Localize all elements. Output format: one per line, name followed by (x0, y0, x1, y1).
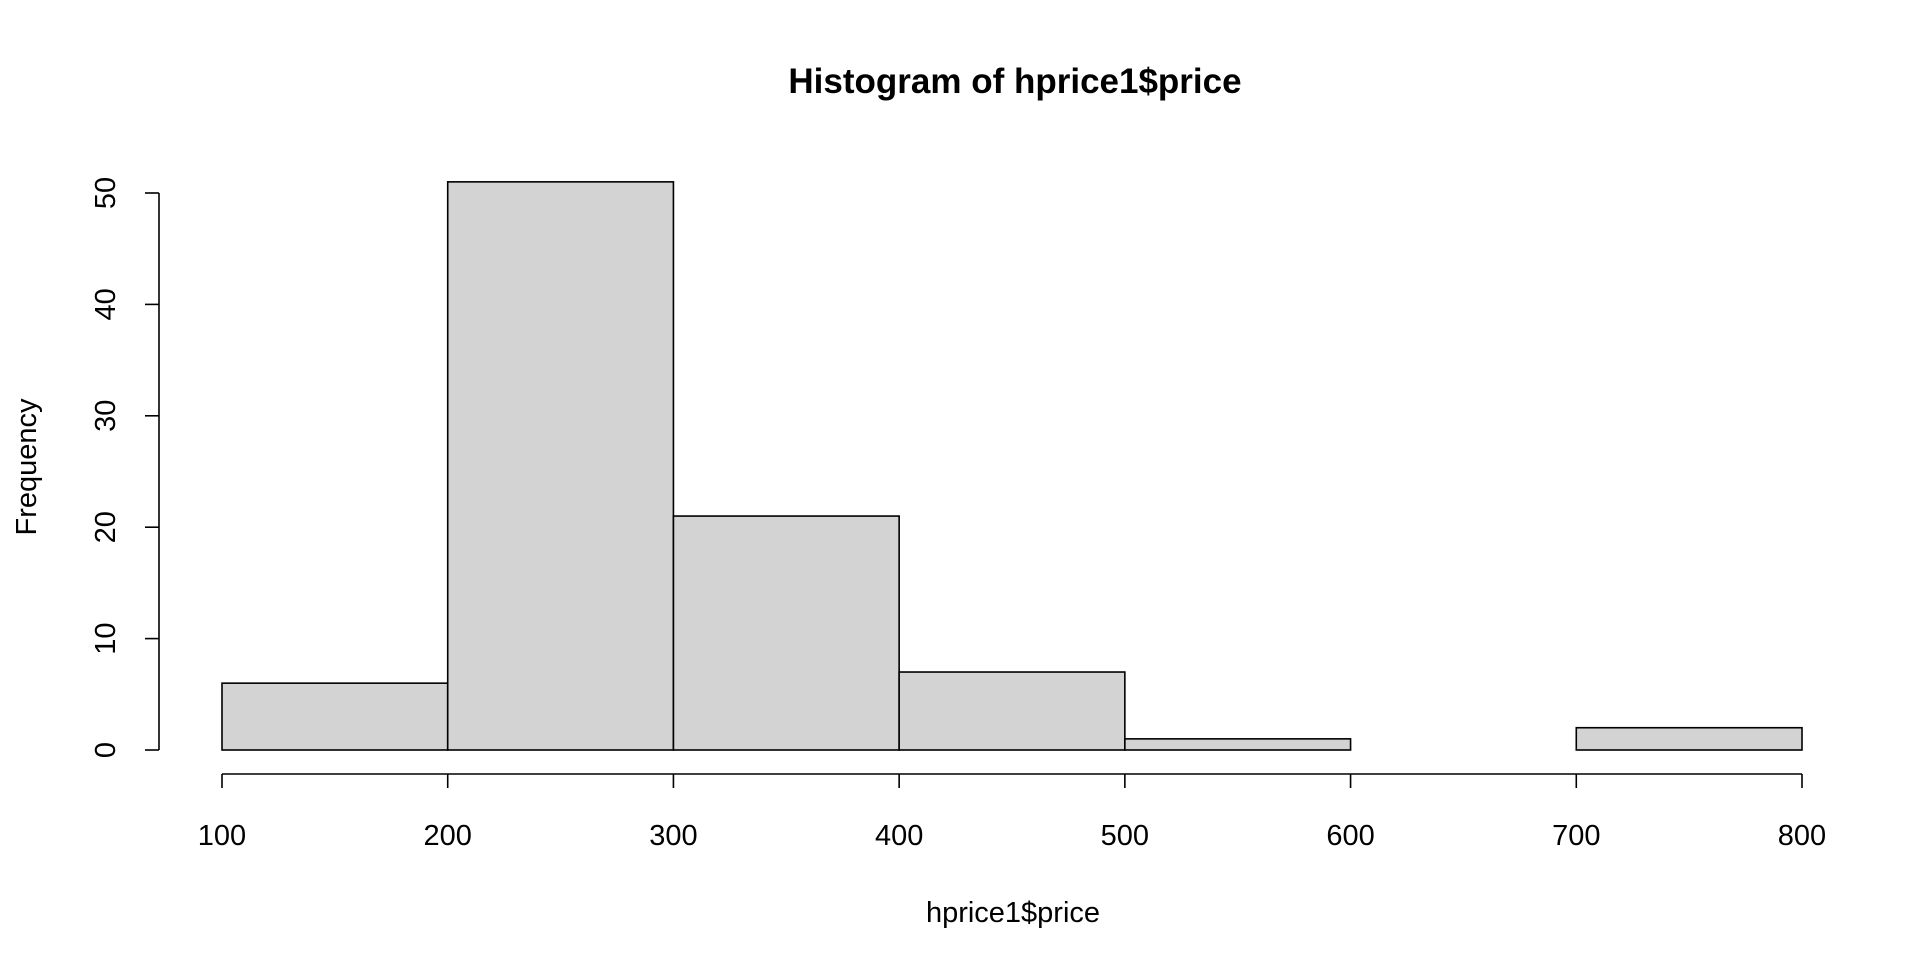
x-axis: 100 200 300 400 500 600 700 800 (198, 773, 1826, 852)
histogram-bar-6 (1575, 726, 1803, 751)
histogram-bar-1 (446, 181, 675, 751)
x-tick-label: 300 (649, 820, 697, 852)
histogram-bar-3 (898, 671, 1126, 751)
x-tick-label: 200 (424, 820, 472, 852)
y-tick-label: 20 (90, 511, 122, 543)
y-tick-label: 0 (90, 742, 122, 758)
y-tick-label: 30 (90, 400, 122, 432)
x-tick-label: 400 (875, 820, 923, 852)
x-tick-label: 800 (1778, 820, 1826, 852)
y-tick-label: 40 (90, 288, 122, 320)
y-tick-label: 50 (90, 177, 122, 209)
histogram-bar-4 (1124, 738, 1352, 751)
histogram-bar-2 (672, 515, 900, 751)
bars-group (221, 181, 1803, 751)
chart-title: Histogram of hprice1$price (788, 62, 1241, 101)
histogram-bar-0 (221, 682, 449, 751)
x-tick-label: 100 (198, 820, 246, 852)
x-tick-label: 500 (1101, 820, 1149, 852)
y-axis-label: Frequency (11, 398, 43, 536)
x-tick-label: 700 (1552, 820, 1600, 852)
x-axis-label: hprice1$price (926, 897, 1100, 929)
y-tick-label: 10 (90, 622, 122, 654)
x-tick-label: 600 (1326, 820, 1374, 852)
y-axis: 0 10 20 30 40 50 (90, 177, 160, 758)
